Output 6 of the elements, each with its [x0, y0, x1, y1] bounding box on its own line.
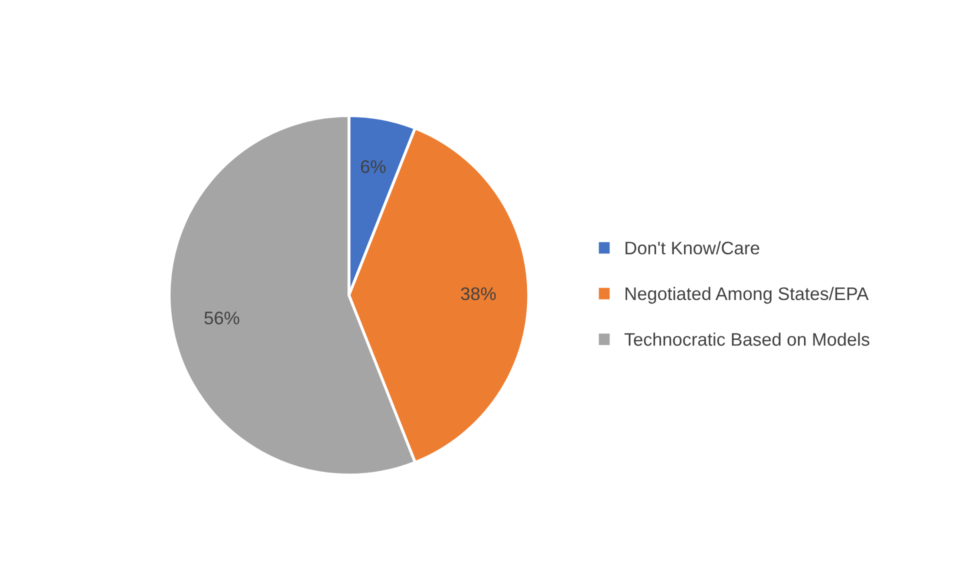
data-label: 6%	[361, 160, 386, 174]
data-label: 56%	[204, 312, 240, 324]
legend-label: Technocratic Based on Models	[624, 332, 870, 346]
legend-label: Negotiated Among States/EPA	[626, 286, 869, 304]
legend-label: Don't Know/Care	[626, 241, 760, 254]
data-label: 38%	[460, 287, 496, 300]
